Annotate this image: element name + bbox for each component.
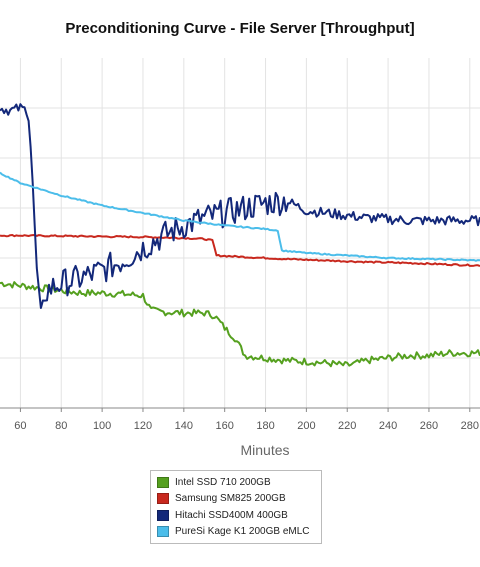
- series-line: [0, 234, 480, 268]
- series-line: [0, 281, 480, 368]
- legend-item: Intel SSD 710 200GB: [157, 474, 315, 491]
- legend-label: Hitachi SSD400M 400GB: [175, 509, 288, 521]
- x-tick-label: 140: [175, 420, 193, 432]
- legend-label: Samsung SM825 200GB: [175, 493, 286, 505]
- legend-item: PureSi Kage K1 200GB eMLC: [157, 524, 315, 541]
- legend-label: PureSi Kage K1 200GB eMLC: [175, 526, 310, 538]
- legend-swatch: [157, 509, 169, 521]
- x-tick-label: 180: [256, 420, 274, 432]
- x-tick-labels: 60 80 100 120 140 160 180 200 220 240 260 280: [14, 408, 479, 432]
- x-tick-label: 60: [14, 420, 26, 432]
- x-tick-label: 220: [338, 420, 356, 432]
- x-tick-label: 100: [93, 420, 111, 432]
- legend-item: Samsung SM825 200GB: [157, 491, 315, 508]
- x-tick-label: 280: [461, 420, 479, 432]
- x-tick-label: 120: [134, 420, 152, 432]
- chart-title: Preconditioning Curve - File Server [Thr…: [65, 20, 415, 37]
- series-line: [0, 171, 480, 262]
- x-axis-label: Minutes: [240, 442, 290, 458]
- x-tick-label: 240: [379, 420, 397, 432]
- legend: Intel SSD 710 200GB Samsung SM825 200GB …: [150, 470, 322, 544]
- series-line: [0, 103, 480, 309]
- chart-svg: 60 80 100 120 140 160 180 200 220 240 260 280: [0, 58, 480, 432]
- x-tick-label: 80: [55, 420, 67, 432]
- legend-label: Intel SSD 710 200GB: [175, 476, 271, 488]
- x-tick-label: 200: [297, 420, 315, 432]
- x-tick-label: 260: [420, 420, 438, 432]
- legend-swatch: [157, 526, 169, 538]
- x-tick-label: 160: [216, 420, 234, 432]
- legend-swatch: [157, 493, 169, 505]
- legend-item: Hitachi SSD400M 400GB: [157, 507, 315, 524]
- grid-lines: [0, 58, 480, 408]
- legend-swatch: [157, 476, 169, 488]
- series-lines: [0, 103, 480, 368]
